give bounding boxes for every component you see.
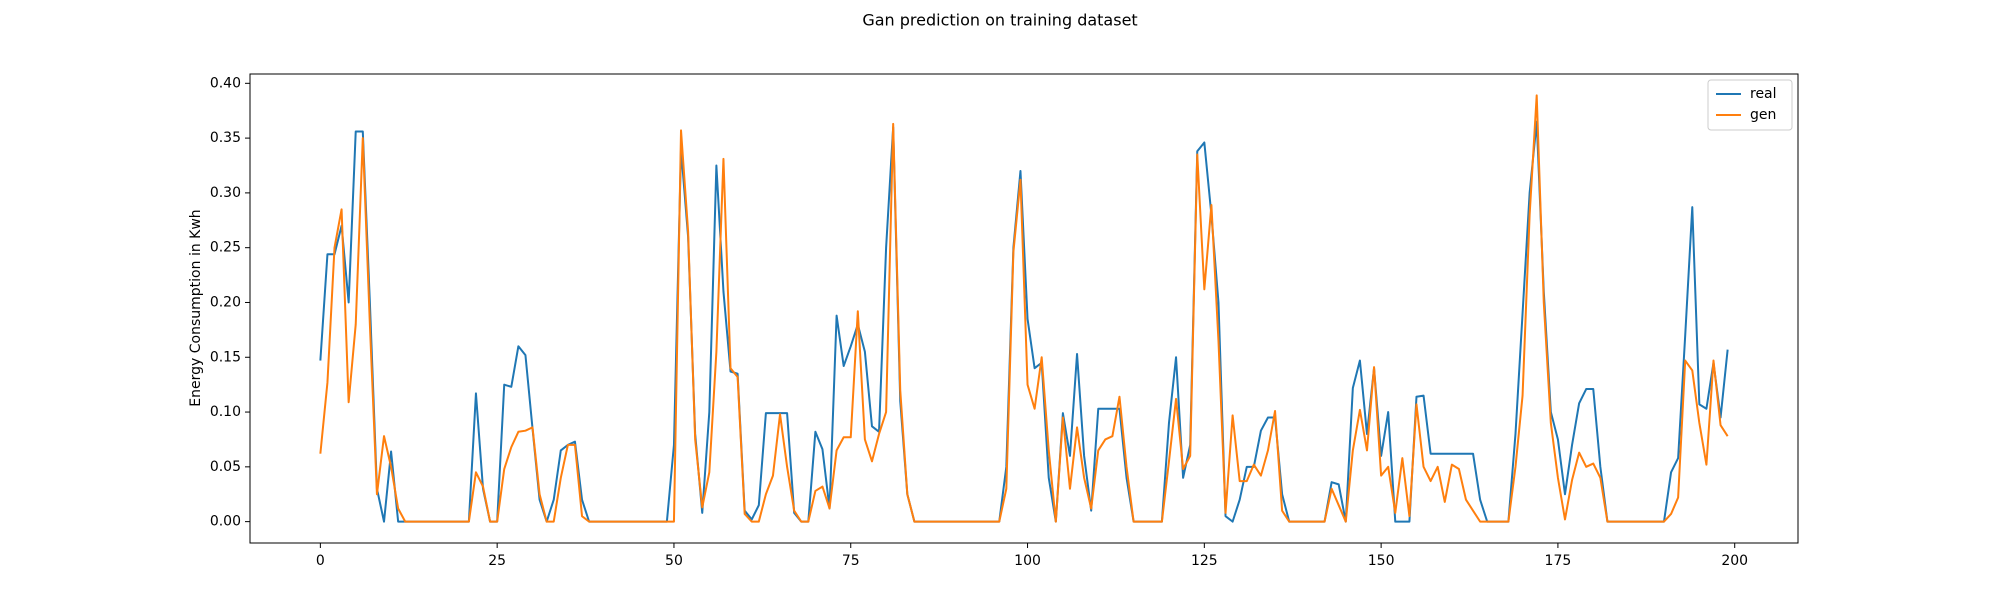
y-tick-label: 0.15 — [210, 349, 241, 365]
y-tick-label: 0.10 — [210, 404, 241, 420]
x-tick-label: 200 — [1721, 553, 1748, 569]
x-tick-label: 175 — [1545, 553, 1572, 569]
y-tick-label: 0.25 — [210, 240, 241, 256]
y-tick-label: 0.30 — [210, 185, 241, 201]
x-tick-label: 0 — [316, 553, 325, 569]
y-tick-label: 0.40 — [210, 75, 241, 91]
x-tick-label: 50 — [665, 553, 683, 569]
y-tick-label: 0.20 — [210, 294, 241, 310]
x-tick-label: 25 — [488, 553, 506, 569]
y-tick-label: 0.00 — [210, 514, 241, 530]
legend-box — [1707, 79, 1793, 131]
series-line — [319, 94, 1729, 523]
x-tick-label: 125 — [1191, 553, 1218, 569]
legend-label: real — [1750, 86, 1777, 102]
y-axis-label: Energy Consumption in Kwh — [188, 209, 204, 406]
plot-frame — [249, 73, 1799, 544]
x-tick-label: 150 — [1368, 553, 1395, 569]
y-tick-label: 0.05 — [210, 459, 241, 475]
x-tick-label: 75 — [842, 553, 860, 569]
chart-title: Gan prediction on training dataset — [862, 11, 1137, 30]
legend-label: gen — [1750, 107, 1776, 123]
y-tick-label: 0.35 — [210, 130, 241, 146]
x-tick-label: 100 — [1014, 553, 1041, 569]
